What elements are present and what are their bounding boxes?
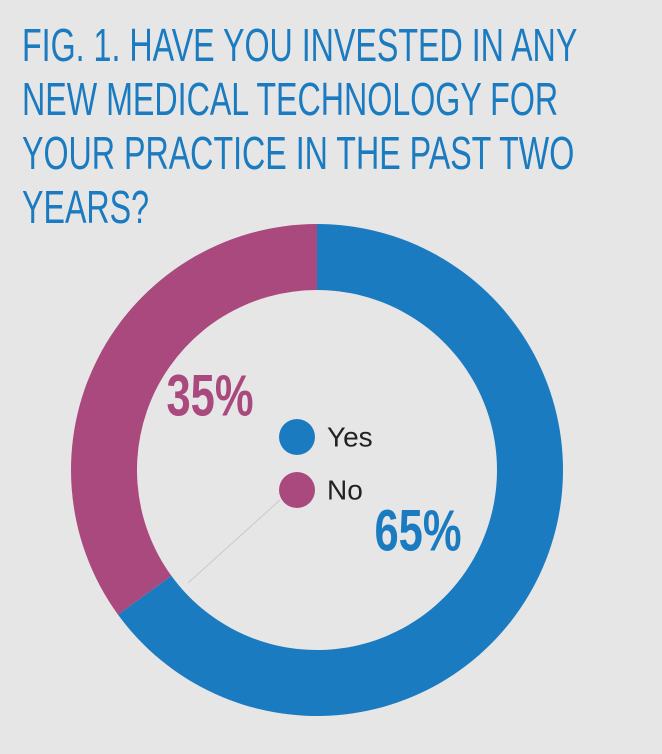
donut-slice: [117, 224, 564, 716]
value-label: 35%: [166, 363, 253, 427]
chart-title: FIG. 1. HAVE YOU INVESTED IN ANY NEW MED…: [22, 19, 577, 233]
donut-slice: [71, 224, 317, 615]
value-label: 65%: [374, 498, 461, 562]
legend-marker: [279, 419, 315, 455]
legend-label: No: [327, 474, 363, 505]
legend-label: Yes: [327, 421, 373, 452]
leader-line: [187, 499, 281, 584]
legend-marker: [279, 472, 315, 508]
